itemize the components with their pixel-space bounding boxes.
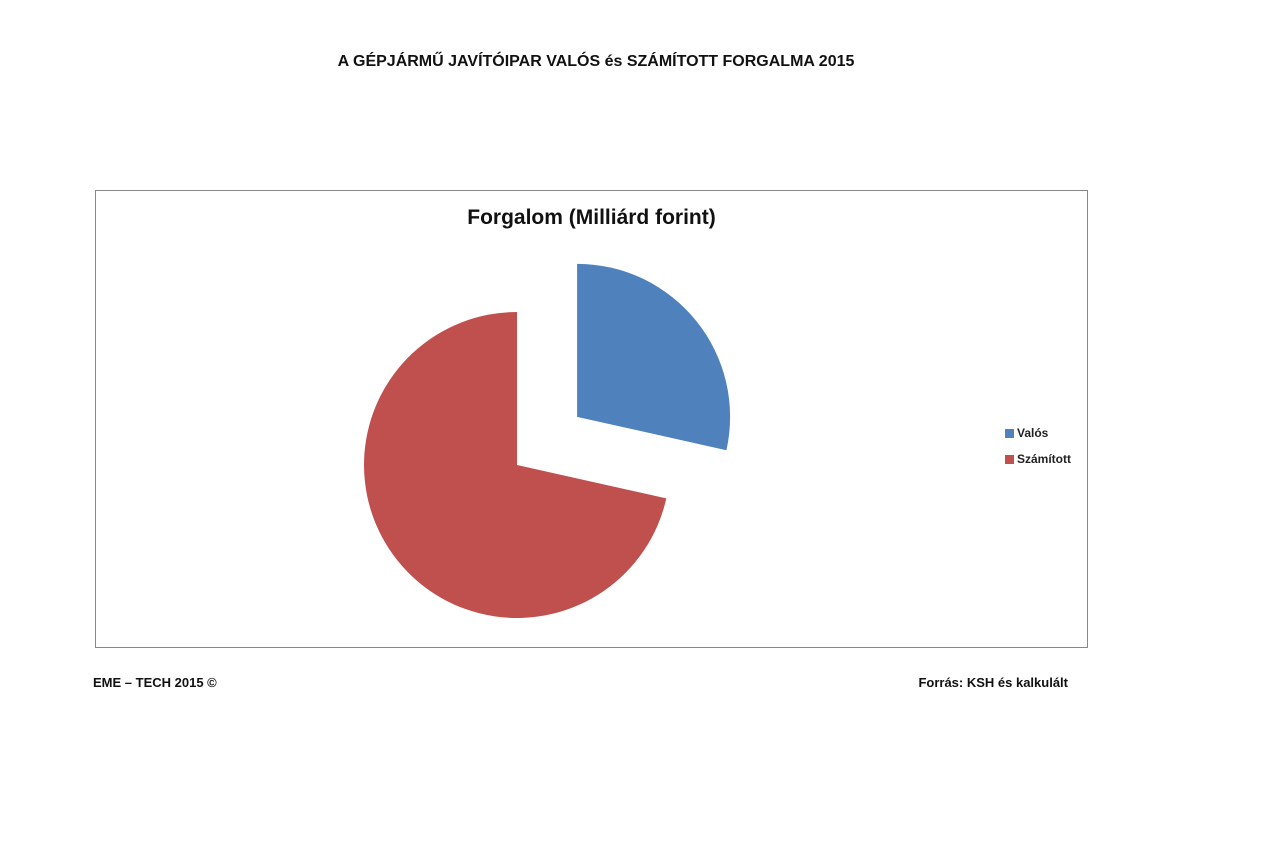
- chart-area: [95, 190, 1088, 648]
- legend-item-valos: Valós: [1005, 420, 1071, 446]
- chart-title: Forgalom (Milliárd forint): [467, 206, 716, 229]
- legend-label-szamitott: Számított: [1017, 452, 1071, 466]
- legend-item-szamitott: Számított: [1005, 446, 1071, 472]
- pie-slice-szamitott: [363, 312, 667, 618]
- legend-label-valos: Valós: [1017, 426, 1049, 440]
- footer-copyright: EME – TECH 2015 ©: [93, 675, 217, 690]
- legend: Valós Számított: [1005, 420, 1071, 472]
- pie-slice-valos: [577, 263, 731, 451]
- page-title: A GÉPJÁRMŰ JAVÍTÓIPAR VALÓS és SZÁMÍTOTT…: [337, 53, 855, 70]
- legend-swatch-szamitott: [1005, 454, 1014, 464]
- footer-source: Forrás: KSH és kalkulált: [918, 675, 1068, 690]
- legend-swatch-valos: [1005, 428, 1014, 438]
